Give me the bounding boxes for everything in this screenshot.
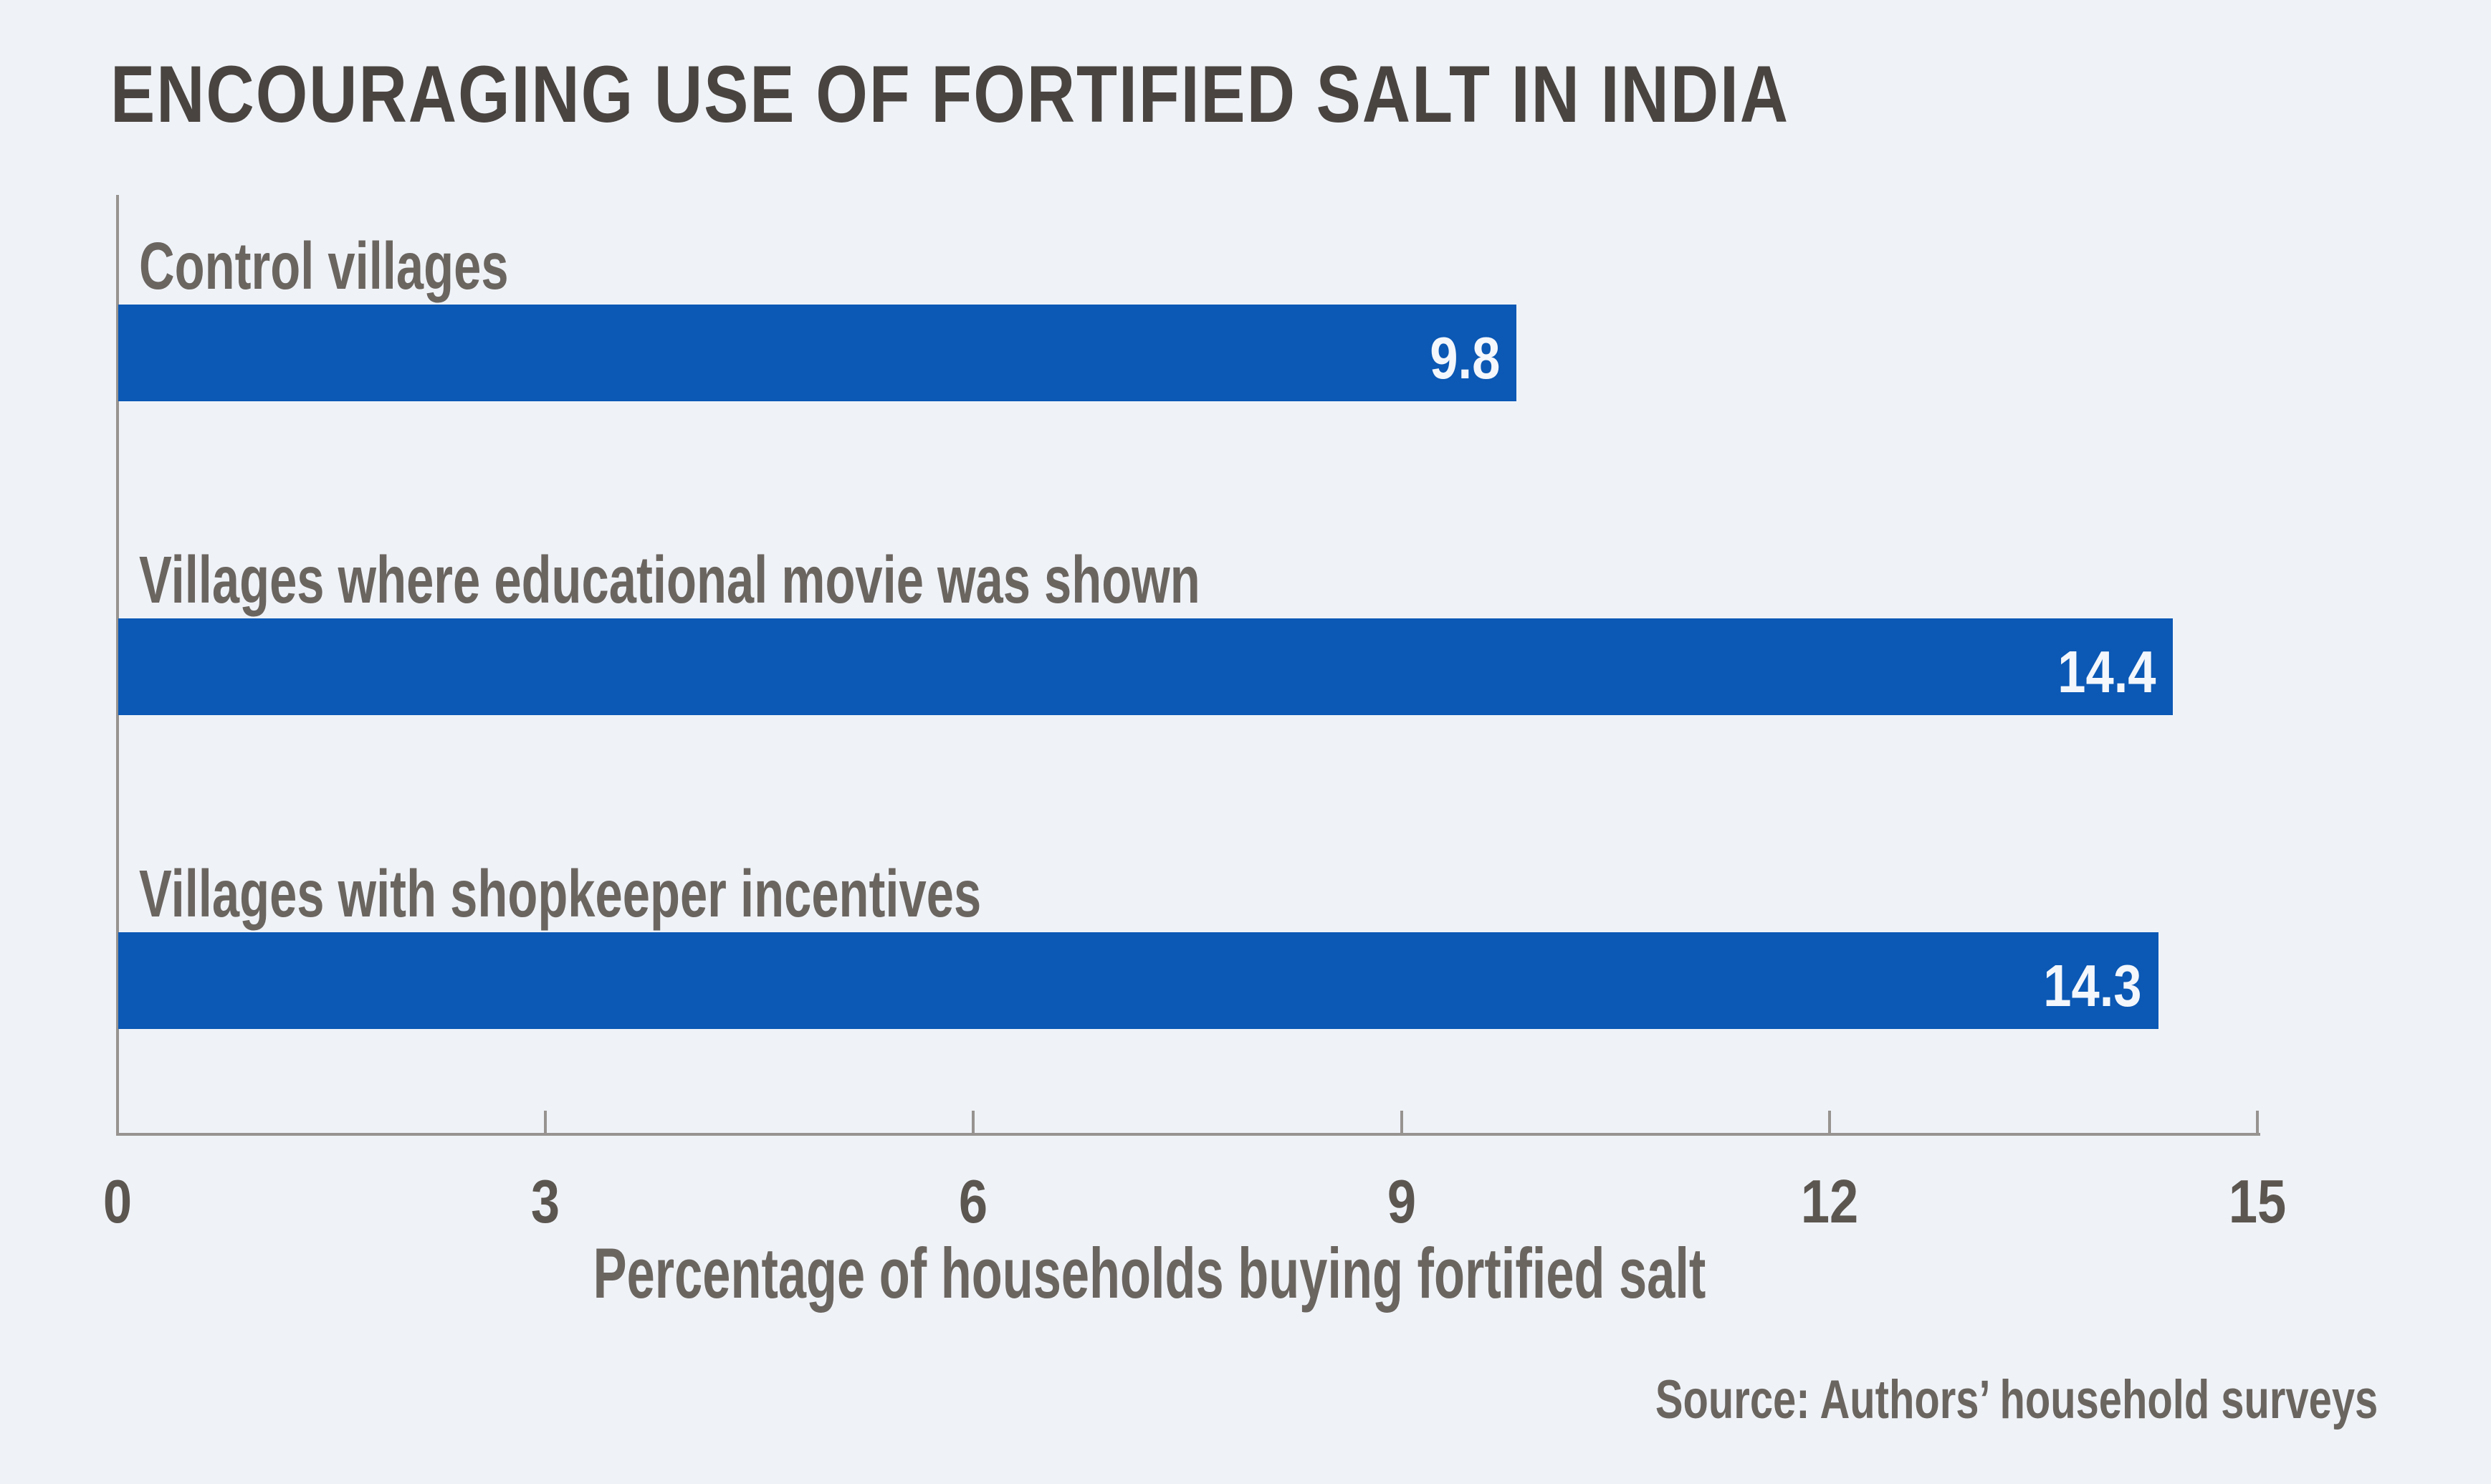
- bar-value-label: 14.4: [2057, 638, 2156, 705]
- bar: 9.8: [118, 305, 1516, 401]
- bar: 14.3: [118, 932, 2158, 1029]
- axis-tick-label: 0: [102, 1168, 133, 1236]
- x-axis-title: Percentage of households buying fortifie…: [593, 1233, 1706, 1313]
- axis-tick-label: 9: [1387, 1168, 1416, 1236]
- bar-value-label: 9.8: [1429, 325, 1500, 391]
- axis-tick: [544, 1111, 548, 1133]
- axis-tick-label: 6: [959, 1168, 988, 1236]
- chart-title: ENCOURAGING USE OF FORTIFIED SALT IN IND…: [110, 49, 1790, 139]
- axis-tick-label: 3: [531, 1168, 560, 1236]
- y-axis-line: [116, 195, 119, 1136]
- axis-tick: [972, 1111, 975, 1133]
- bar: 14.4: [118, 618, 2173, 715]
- category-label: Villages with shopkeeper incentives: [139, 856, 982, 931]
- source-note: Source: Authors’ household surveys: [1655, 1369, 2378, 1430]
- bar-value-label: 14.3: [2043, 952, 2142, 1019]
- category-label: Control villages: [139, 229, 509, 303]
- axis-tick-label: 15: [2229, 1168, 2287, 1236]
- axis-tick: [2256, 1111, 2260, 1133]
- x-axis-line: [116, 1133, 2260, 1136]
- axis-tick: [1400, 1111, 1403, 1133]
- axis-tick-label: 12: [1800, 1168, 1859, 1236]
- category-label: Villages where educational movie was sho…: [139, 542, 1200, 617]
- axis-tick: [1827, 1111, 1831, 1133]
